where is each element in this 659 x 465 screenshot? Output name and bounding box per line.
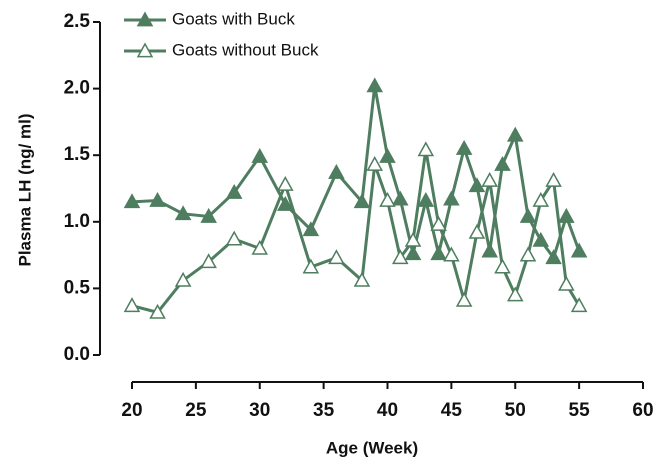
- data-point: [123, 193, 141, 209]
- data-point: [494, 258, 511, 274]
- data-point: [468, 177, 486, 193]
- x-tick-label: 55: [569, 400, 591, 421]
- data-point: [519, 246, 537, 262]
- data-point: [545, 171, 562, 187]
- data-point: [558, 207, 575, 223]
- x-tick-label: 60: [632, 400, 653, 421]
- x-tick-label: 45: [441, 400, 463, 421]
- data-point: [532, 231, 550, 247]
- data-point: [366, 77, 383, 93]
- data-point: [392, 249, 409, 265]
- data-point: [366, 155, 383, 171]
- x-tick-label: 30: [249, 400, 270, 421]
- data-point: [302, 221, 320, 237]
- data-point: [417, 191, 435, 207]
- data-point: [379, 191, 396, 207]
- data-point: [404, 245, 422, 261]
- data-point: [174, 271, 192, 287]
- data-point: [174, 205, 192, 221]
- x-axis-title: Age (Week): [326, 438, 418, 457]
- data-point: [225, 230, 243, 246]
- y-tick-label: 0.5: [64, 277, 91, 298]
- data-point: [468, 223, 486, 239]
- x-tick-label: 50: [505, 400, 526, 421]
- data-point: [506, 126, 524, 142]
- legend-marker: [136, 11, 154, 27]
- data-point: [545, 249, 562, 265]
- data-point: [277, 195, 294, 211]
- data-point: [277, 175, 294, 191]
- data-point: [455, 139, 473, 155]
- legend-label: Goats with Buck: [172, 9, 295, 28]
- data-point: [558, 275, 575, 291]
- data-point: [532, 191, 550, 207]
- y-tick-label: 1.0: [64, 211, 90, 232]
- data-point: [123, 297, 141, 313]
- x-tick-label: 35: [313, 400, 335, 421]
- y-tick-label: 2.0: [64, 78, 90, 99]
- data-point: [430, 215, 447, 231]
- data-point: [251, 239, 269, 255]
- data-point: [404, 231, 422, 247]
- series-line: [131, 149, 581, 315]
- data-point: [149, 191, 166, 207]
- data-point: [225, 183, 243, 199]
- series-line: [131, 85, 581, 262]
- data-point: [302, 258, 320, 274]
- data-point: [481, 242, 498, 258]
- data-point: [328, 249, 345, 265]
- y-tick-label: 0.0: [64, 344, 90, 365]
- data-point: [519, 207, 537, 223]
- y-tick-label: 1.5: [64, 144, 91, 165]
- data-point: [430, 245, 447, 261]
- legend-label: Goats without Buck: [172, 40, 319, 59]
- x-tick-label: 25: [185, 400, 207, 421]
- y-axis-title: Plasma LH (ng/ ml): [15, 113, 34, 266]
- data-point: [443, 190, 460, 206]
- data-point: [506, 286, 524, 302]
- data-point: [251, 147, 269, 163]
- legend-marker: [136, 42, 154, 58]
- data-point: [455, 291, 473, 307]
- data-point: [494, 155, 511, 171]
- x-tick-label: 20: [121, 400, 142, 421]
- data-point: [149, 303, 166, 319]
- data-point: [570, 297, 588, 313]
- data-point: [570, 242, 588, 258]
- data-point: [200, 253, 217, 269]
- data-point: [353, 193, 371, 209]
- data-point: [392, 190, 409, 206]
- data-point: [200, 207, 217, 223]
- y-tick-label: 2.5: [64, 11, 91, 32]
- data-point: [417, 141, 435, 157]
- data-point: [328, 163, 345, 179]
- data-point: [353, 271, 371, 287]
- data-point: [443, 246, 460, 262]
- x-tick-label: 40: [377, 400, 398, 421]
- data-point: [379, 147, 396, 163]
- data-point: [481, 171, 498, 187]
